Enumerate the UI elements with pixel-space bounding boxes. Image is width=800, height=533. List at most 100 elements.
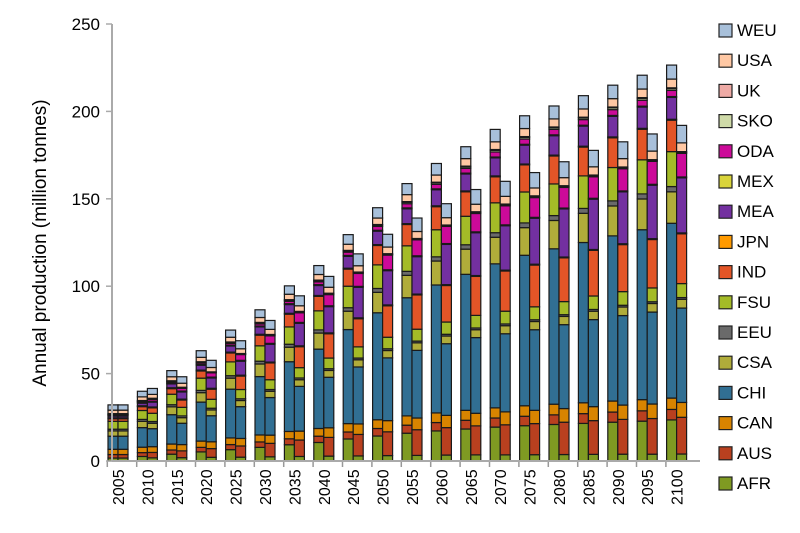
bar-segment-mea-2055-left	[401, 208, 413, 225]
bar-segment-afr-2055-left	[401, 432, 413, 462]
bar-segment-fsu-2065-left	[460, 215, 472, 246]
bar-segment-aus-2075-right	[528, 422, 541, 456]
legend-swatch	[718, 295, 733, 310]
bar-segment-eeu-2090-left	[607, 200, 619, 207]
bar-segment-can-2015-right	[176, 443, 188, 452]
bar-segment-fsu-2025-right	[235, 388, 247, 400]
bar-segment-csa-2090-right	[617, 306, 629, 317]
bar-segment-can-2040-left	[313, 427, 325, 437]
legend-swatch	[718, 476, 733, 491]
bar-segment-ind-2045-right	[352, 318, 364, 348]
bar-segment-weu-2065-right	[470, 188, 482, 205]
bar-segment-fsu-2055-right	[411, 328, 423, 342]
bar-segment-mea-2050-left	[372, 230, 384, 246]
bar-segment-oda-2030-right	[264, 335, 276, 344]
bar-segment-usa-2080-right	[558, 177, 570, 187]
bar-segment-ind-2095-right	[646, 238, 658, 289]
bar-segment-can-2090-left	[607, 400, 619, 413]
x-tick-label: 2095	[640, 469, 657, 505]
bar-segment-fsu-2060-right	[440, 321, 452, 335]
legend-item-can: CAN	[718, 414, 773, 433]
bar-segment-aus-2025-left	[225, 443, 237, 451]
bar-segment-usa-2075-right	[528, 187, 541, 197]
bar-segment-can-2060-right	[440, 414, 452, 429]
bar-segment-oda-2050-right	[382, 254, 394, 271]
legend-label: USA	[737, 51, 773, 70]
bar-segment-afr-2095-right	[646, 453, 658, 462]
bar-segment-usa-2100-right	[675, 142, 688, 153]
bar-segment-usa-2055-right	[411, 230, 423, 240]
bar-segment-usa-2080-left	[548, 118, 560, 128]
y-axis-label: Annual production (million tonnes)	[30, 99, 51, 386]
bar-segment-aus-2015-left	[166, 449, 178, 455]
bar-segment-fsu-2090-right	[617, 291, 629, 306]
bar-segment-can-2010-right	[146, 446, 158, 454]
bar-segment-chi-2095-left	[636, 229, 648, 401]
bar-segment-can-2045-right	[352, 423, 364, 436]
bar-segment-mea-2040-right	[323, 306, 335, 334]
bar-segment-ind-2085-left	[577, 146, 590, 177]
bar-segment-csa-2100-right	[675, 298, 688, 309]
bar-segment-weu-2095-left	[636, 74, 648, 90]
x-tick-label: 2020	[199, 469, 216, 505]
x-tick-label: 2100	[670, 469, 687, 505]
bar-segment-mea-2090-right	[617, 191, 629, 245]
bar-segment-chi-2080-left	[548, 248, 560, 405]
bar-segment-csa-2010-left	[136, 420, 148, 429]
bar-segment-ind-2040-right	[323, 333, 335, 359]
bar-segment-weu-2015-left	[166, 370, 178, 378]
bar-segment-csa-2070-right	[499, 325, 511, 335]
legend-item-oda: ODA	[718, 142, 775, 161]
bar-segment-aus-2070-right	[499, 424, 511, 456]
bar-segment-csa-2045-right	[352, 359, 364, 368]
bar-segment-mea-2095-left	[636, 106, 648, 129]
bar-segment-mea-2090-left	[607, 115, 619, 138]
bar-segment-fsu-2045-right	[352, 346, 364, 359]
bar-segment-ind-2035-right	[293, 346, 305, 369]
bar-segment-ind-2025-right	[235, 375, 247, 391]
bar-segment-csa-2075-right	[528, 320, 541, 331]
bar-segment-eeu-2100-left	[665, 185, 678, 193]
bar-segment-eeu-2065-left	[460, 244, 472, 250]
x-tick-label: 2050	[376, 469, 393, 505]
bar-segment-weu-2045-left	[342, 234, 354, 245]
bar-segment-fsu-2070-left	[489, 202, 501, 234]
bar-segment-fsu-2065-right	[470, 314, 482, 329]
bar-segment-weu-2025-right	[235, 340, 247, 350]
bar-segment-fsu-2040-left	[313, 310, 325, 331]
bar-segment-fsu-2015-right	[176, 406, 188, 417]
bar-segment-weu-2025-left	[225, 329, 237, 338]
bar-segment-weu-2035-left	[283, 285, 295, 295]
bar-segment-can-2080-left	[548, 403, 560, 416]
bar-segment-afr-2080-left	[548, 423, 560, 462]
x-tick-label: 2025	[229, 469, 246, 505]
bar-segment-oda-2070-right	[499, 205, 511, 226]
bar-segment-mea-2060-right	[440, 243, 452, 286]
bar-segment-aus-2070-left	[489, 417, 501, 428]
bar-segment-csa-2080-right	[558, 315, 570, 326]
bar-segment-ind-2055-left	[401, 223, 413, 247]
bar-segment-ind-2070-right	[499, 270, 511, 312]
bar-segment-aus-2055-right	[411, 429, 423, 457]
bar-segment-fsu-2035-right	[293, 367, 305, 379]
bar-segment-chi-2045-left	[342, 328, 354, 425]
bar-segment-usa-2095-left	[636, 88, 648, 99]
legend-swatch	[718, 53, 733, 68]
bar-segment-oda-2085-right	[587, 176, 600, 199]
bar-segment-fsu-2040-right	[323, 357, 335, 370]
bar-segment-usa-2030-left	[254, 316, 266, 323]
bar-segment-fsu-2020-right	[205, 398, 217, 409]
bars-layer	[107, 64, 688, 462]
bar-segment-chi-2050-right	[382, 357, 394, 422]
bar-segment-fsu-2030-right	[264, 379, 276, 391]
bar-segment-ind-2015-left	[166, 388, 178, 395]
bar-segment-weu-2090-left	[607, 84, 619, 100]
bar-segment-aus-2095-right	[646, 417, 658, 455]
bar-segment-weu-2010-right	[146, 387, 158, 396]
bar-segment-mea-2070-left	[489, 157, 501, 177]
bar-segment-oda-2100-right	[675, 152, 688, 178]
bar-segment-chi-2055-right	[411, 349, 423, 419]
bar-segment-afr-2030-left	[254, 446, 266, 462]
bar-segment-weu-2060-right	[440, 203, 452, 219]
bar-segment-oda-2070-left	[489, 151, 501, 158]
